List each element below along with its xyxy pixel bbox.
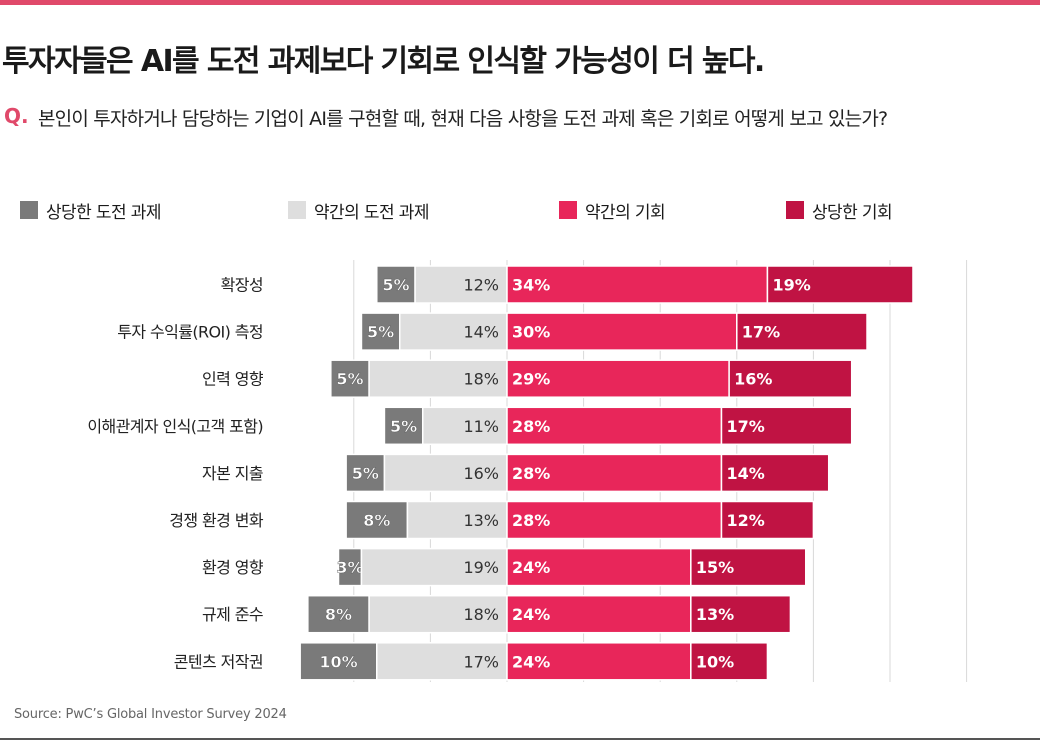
legend-label-significant-opportunity: 상당한 기회 xyxy=(812,202,893,223)
data-label-slight-opportunity: 28% xyxy=(512,417,550,436)
bar-significant-opportunity xyxy=(736,312,868,351)
category-label: 이해관계자 인식(고객 포함) xyxy=(87,417,263,436)
top-accent-bar xyxy=(0,0,1040,5)
legend-swatch-slight-opportunity xyxy=(559,201,577,219)
legend-label-slight-challenge: 약간의 도전 과제 xyxy=(314,202,429,223)
legend-swatch-significant-opportunity xyxy=(786,201,804,219)
data-label-slight-opportunity: 28% xyxy=(512,464,550,483)
question-text: 본인이 투자하거나 담당하는 기업이 AI를 구현할 때, 현재 다음 사항을 … xyxy=(38,108,888,130)
category-label: 자본 지출 xyxy=(202,464,263,483)
category-label: 투자 수익률(ROI) 측정 xyxy=(117,323,263,342)
data-label-slight-challenge: 18% xyxy=(463,370,499,389)
bar-significant-challenge xyxy=(345,453,386,493)
data-label-slight-opportunity: 28% xyxy=(512,511,550,530)
data-label-significant-opportunity: 17% xyxy=(726,417,764,436)
data-label-significant-opportunity: 17% xyxy=(742,323,780,342)
data-label-significant-challenge: 10% xyxy=(319,652,357,671)
bar-slight-challenge xyxy=(383,453,508,493)
bar-significant-challenge xyxy=(360,312,401,351)
data-label-slight-challenge: 12% xyxy=(463,276,499,295)
bar-significant-challenge xyxy=(299,642,378,681)
bar-significant-opportunity xyxy=(690,547,807,587)
bar-slight-challenge xyxy=(368,594,508,634)
data-label-significant-opportunity: 10% xyxy=(696,652,734,671)
page-title: 투자자들은 AI를 도전 과제보다 기회로 인식할 가능성이 더 높다. xyxy=(2,44,765,79)
bar-significant-opportunity xyxy=(720,500,815,540)
data-label-significant-challenge: 5% xyxy=(336,370,363,389)
legend-swatch-significant-challenge xyxy=(20,201,38,219)
bottom-rule xyxy=(0,738,1040,740)
bar-slight-challenge xyxy=(406,500,508,540)
data-label-significant-challenge: 5% xyxy=(382,276,409,295)
bar-significant-opportunity xyxy=(690,594,792,634)
data-label-slight-opportunity: 24% xyxy=(512,652,550,671)
bar-slight-opportunity xyxy=(506,312,738,351)
data-label-significant-opportunity: 15% xyxy=(696,558,734,577)
bar-slight-opportunity xyxy=(506,453,723,493)
data-label-significant-challenge: 5% xyxy=(367,323,394,342)
data-label-slight-opportunity: 24% xyxy=(512,558,550,577)
data-label-significant-opportunity: 13% xyxy=(696,605,734,624)
bar-slight-challenge xyxy=(376,642,508,681)
legend-item-significant-opportunity: 상당한 기회 xyxy=(786,199,893,223)
data-label-slight-challenge: 13% xyxy=(463,511,499,530)
legend-item-significant-challenge: 상당한 도전 과제 xyxy=(20,199,161,223)
data-label-significant-opportunity: 16% xyxy=(734,370,772,389)
category-label: 확장성 xyxy=(221,276,263,295)
bar-slight-challenge xyxy=(399,312,508,351)
data-label-slight-challenge: 11% xyxy=(463,417,499,436)
bar-slight-challenge xyxy=(368,359,508,398)
data-label-slight-challenge: 19% xyxy=(463,558,499,577)
bar-significant-challenge xyxy=(345,500,409,540)
data-label-slight-challenge: 18% xyxy=(463,605,499,624)
bar-slight-opportunity xyxy=(506,359,730,398)
diverging-bar-chart: 확장성 5% 12% 34% 19% 투자 수익률(ROI) 측정 5% 14% 30% 17% 인… xyxy=(87,260,968,682)
source-note: Source: PwC’s Global Investor Survey 202… xyxy=(14,707,287,722)
legend-swatch-slight-challenge xyxy=(288,201,306,219)
data-label-significant-challenge: 8% xyxy=(325,605,352,624)
bar-slight-opportunity xyxy=(506,265,769,304)
bar-slight-challenge xyxy=(414,265,508,304)
bar-significant-opportunity xyxy=(766,265,914,304)
bar-significant-challenge xyxy=(383,406,424,446)
data-label-significant-opportunity: 12% xyxy=(726,511,764,530)
legend-label-significant-challenge: 상당한 도전 과제 xyxy=(46,202,161,223)
legend-label-slight-opportunity: 약간의 기회 xyxy=(585,202,666,223)
bar-significant-opportunity xyxy=(728,359,853,398)
data-label-slight-opportunity: 24% xyxy=(512,605,550,624)
data-label-significant-challenge: 5% xyxy=(352,464,379,483)
category-label: 환경 영향 xyxy=(202,558,264,577)
legend-item-slight-challenge: 약간의 도전 과제 xyxy=(288,199,429,223)
data-label-slight-challenge: 14% xyxy=(463,323,499,342)
data-label-slight-opportunity: 34% xyxy=(512,276,550,295)
category-label: 콘텐츠 저작권 xyxy=(174,652,263,671)
data-label-significant-challenge: 8% xyxy=(363,511,390,530)
bar-slight-opportunity xyxy=(506,500,723,540)
bar-significant-challenge xyxy=(330,359,370,398)
category-label: 인력 영향 xyxy=(202,370,264,389)
data-label-slight-opportunity: 29% xyxy=(512,370,550,389)
bar-significant-opportunity xyxy=(720,453,830,493)
data-label-significant-challenge: 3% xyxy=(336,558,363,577)
bar-significant-opportunity xyxy=(690,642,769,681)
category-label: 경쟁 환경 변화 xyxy=(169,511,264,530)
data-label-significant-opportunity: 19% xyxy=(772,276,810,295)
legend-item-slight-opportunity: 약간의 기회 xyxy=(559,199,666,223)
data-label-slight-opportunity: 30% xyxy=(512,323,550,342)
data-label-significant-challenge: 5% xyxy=(390,417,417,436)
data-label-significant-opportunity: 14% xyxy=(726,464,764,483)
bar-slight-opportunity xyxy=(506,547,692,587)
bar-significant-opportunity xyxy=(720,406,853,446)
question-mark: Q. xyxy=(4,104,29,128)
data-label-slight-challenge: 17% xyxy=(463,652,499,671)
bar-slight-opportunity xyxy=(506,406,723,446)
bar-slight-opportunity xyxy=(506,594,692,634)
category-label: 규제 준수 xyxy=(202,605,263,624)
data-label-slight-challenge: 16% xyxy=(463,464,499,483)
